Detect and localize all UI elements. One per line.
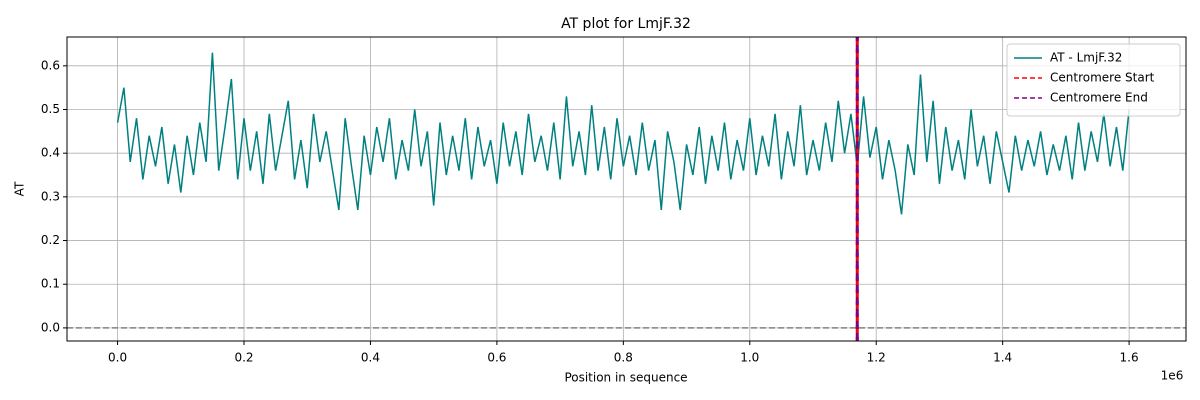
y-tick-label: 0.0 (41, 320, 60, 334)
legend-label: Centromere End (1050, 91, 1148, 105)
x-tick-label: 0.8 (614, 351, 633, 365)
x-tick-label: 1.4 (993, 351, 1012, 365)
x-tick-label: 0.6 (487, 351, 506, 365)
y-tick-label: 0.3 (41, 189, 60, 203)
y-axis-label: AT (13, 181, 27, 196)
y-tick-label: 0.6 (41, 58, 60, 72)
x-tick-label: 1.6 (1120, 351, 1139, 365)
x-tick-label: 1.2 (867, 351, 886, 365)
x-axis-label: Position in sequence (564, 371, 687, 385)
y-tick-label: 0.5 (41, 102, 60, 116)
x-tick-label: 0.4 (361, 351, 380, 365)
legend-label: AT - LmjF.32 (1050, 51, 1122, 65)
data-line (116, 52, 1130, 215)
y-tick-label: 0.1 (41, 277, 60, 291)
y-tick-label: 0.2 (41, 233, 60, 247)
x-offset-label: 1e6 (1161, 369, 1184, 383)
y-tick-label: 0.4 (41, 146, 60, 160)
chart-title: AT plot for LmjF.32 (561, 16, 691, 32)
plot-frame (66, 36, 1187, 342)
x-tick-label: 1.0 (740, 351, 759, 365)
legend-box (1006, 43, 1181, 117)
x-tick-label: 0.0 (108, 351, 127, 365)
x-tick-label: 0.2 (234, 351, 253, 365)
legend-label: Centromere Start (1050, 71, 1155, 85)
